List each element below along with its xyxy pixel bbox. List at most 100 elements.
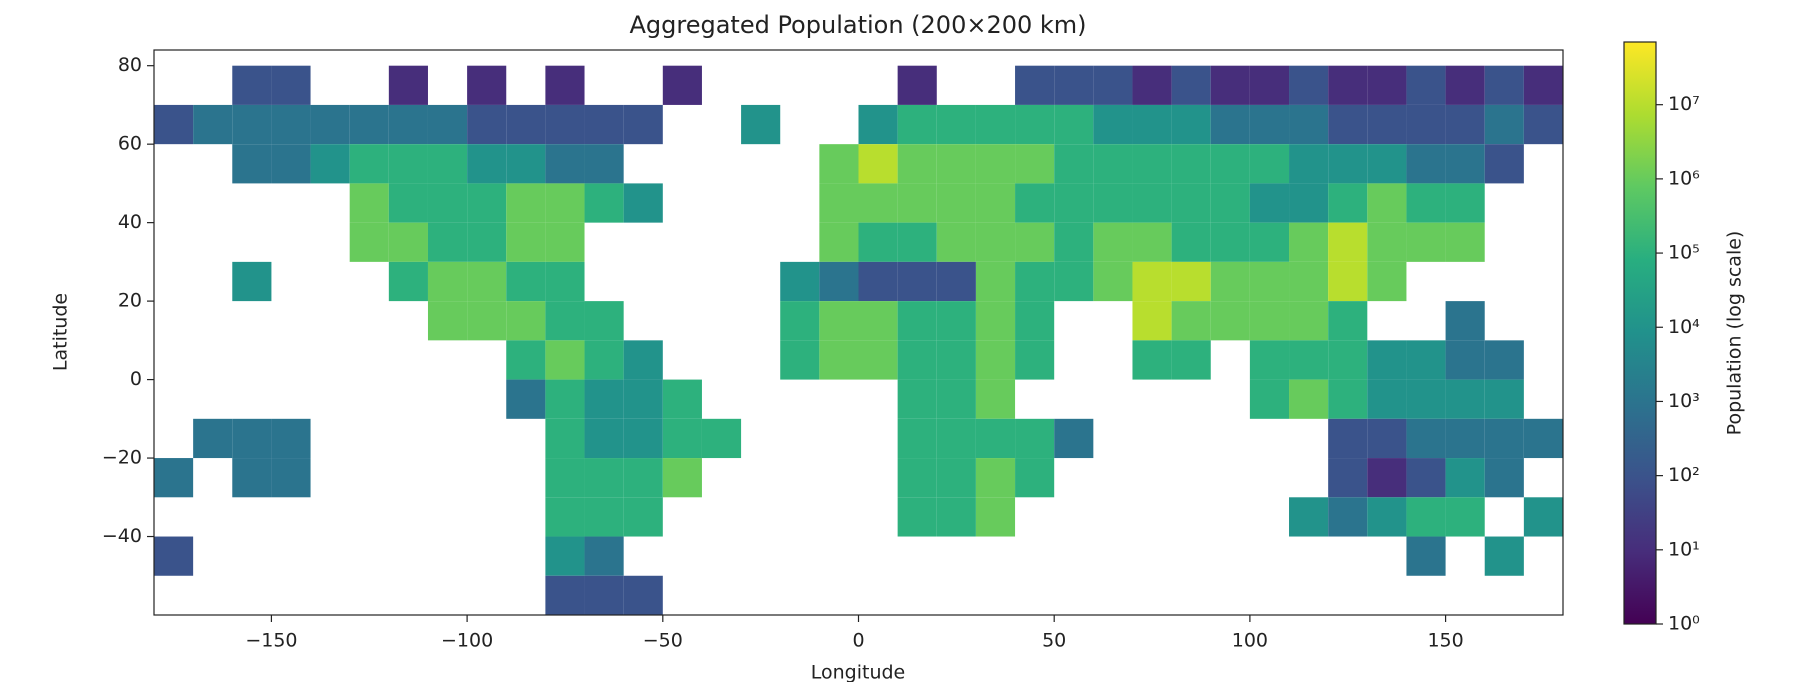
heatmap-cell <box>1484 379 1524 419</box>
heatmap-cell <box>623 183 663 223</box>
heatmap-cell <box>623 458 663 498</box>
heatmap-cell <box>1484 458 1524 498</box>
heatmap-cell <box>193 418 233 459</box>
heatmap-cell <box>1289 301 1329 341</box>
heatmap-cell <box>936 458 976 498</box>
heatmap-cell <box>388 104 428 145</box>
heatmap-cell <box>1328 458 1368 498</box>
x-tick-label: −100 <box>441 630 493 652</box>
heatmap-cell <box>975 418 1016 459</box>
heatmap-cell <box>1054 418 1094 459</box>
heatmap-cell <box>623 104 663 145</box>
heatmap-cell <box>1328 183 1368 223</box>
heatmap-cell <box>897 418 937 459</box>
heatmap-cell <box>1406 104 1446 145</box>
colorbar-tick-label: 10⁶ <box>1668 167 1700 189</box>
heatmap-cell <box>1210 65 1250 105</box>
heatmap-cell <box>975 144 1016 184</box>
heatmap-cell <box>1328 261 1368 302</box>
heatmap-cell <box>897 183 937 223</box>
heatmap-cell <box>388 222 428 262</box>
heatmap-cell <box>232 458 272 498</box>
heatmap-cell <box>1054 144 1094 184</box>
x-tick-label: 100 <box>1232 630 1268 652</box>
heatmap-cell <box>1289 340 1329 380</box>
heatmap-cell <box>1445 183 1485 223</box>
x-axis-label: Longitude <box>811 662 906 682</box>
heatmap-cell <box>545 418 585 459</box>
y-tick-label: 60 <box>118 133 142 155</box>
heatmap-cell <box>1445 301 1485 341</box>
heatmap-cell <box>1367 418 1407 459</box>
heatmap-cell <box>1484 536 1524 576</box>
heatmap-cell <box>1289 261 1329 302</box>
heatmap-cell <box>388 261 428 302</box>
heatmap-cell <box>1210 104 1250 145</box>
heatmap-cell <box>897 222 937 262</box>
y-tick-label: 40 <box>118 211 142 233</box>
heatmap-cell <box>858 261 898 302</box>
heatmap-cell <box>1015 144 1055 184</box>
heatmap-cell <box>1249 379 1290 419</box>
heatmap-cell <box>1328 379 1368 419</box>
heatmap-cell <box>1406 536 1446 576</box>
heatmap-cell <box>936 379 976 419</box>
heatmap-cell <box>388 183 428 223</box>
heatmap-cell <box>1445 497 1485 537</box>
x-tick-label: 50 <box>1042 630 1066 652</box>
heatmap-cell <box>1249 104 1290 145</box>
heatmap-cell <box>1406 340 1446 380</box>
y-axis-label: Latitude <box>50 293 72 371</box>
heatmap-cell <box>467 261 507 302</box>
heatmap-cell <box>1406 497 1446 537</box>
heatmap-cell <box>936 104 976 145</box>
heatmap-cell <box>467 301 507 341</box>
heatmap-cell <box>1328 65 1368 105</box>
heatmap-cell <box>506 261 546 302</box>
heatmap-cell <box>1171 104 1211 145</box>
heatmap-cell <box>975 340 1016 380</box>
heatmap-cell <box>1289 222 1329 262</box>
heatmap-cell <box>936 340 976 380</box>
heatmap-cell <box>1328 497 1368 537</box>
heatmap-cell <box>271 458 311 498</box>
heatmap-cell <box>1484 144 1524 184</box>
heatmap-cell <box>349 144 389 184</box>
colorbar-tick-label: 10⁷ <box>1668 93 1700 115</box>
heatmap-cell <box>1015 65 1055 105</box>
heatmap-cell <box>1249 261 1290 302</box>
heatmap-cell <box>1406 183 1446 223</box>
heatmap-cell <box>1132 261 1172 302</box>
heatmap-cell <box>467 222 507 262</box>
heatmap-cell <box>232 261 272 302</box>
heatmap-cell <box>193 104 233 145</box>
heatmap-cell <box>1289 144 1329 184</box>
heatmap-cell <box>388 144 428 184</box>
heatmap-cell <box>858 222 898 262</box>
heatmap-cell <box>1171 340 1211 380</box>
heatmap-cell <box>975 222 1016 262</box>
colorbar-tick-label: 10⁵ <box>1668 242 1700 264</box>
heatmap-cell <box>1367 458 1407 498</box>
heatmap-cell <box>662 458 702 498</box>
heatmap-cell <box>1367 497 1407 537</box>
heatmap-cell <box>1289 497 1329 537</box>
heatmap-cell <box>1171 144 1211 184</box>
y-tick-label: −20 <box>102 447 142 469</box>
heatmap-cell <box>819 340 859 380</box>
heatmap-cell <box>975 301 1016 341</box>
heatmap-cell <box>232 65 272 105</box>
heatmap-cell <box>623 575 663 615</box>
heatmap-cell <box>1367 222 1407 262</box>
heatmap-cell <box>1484 340 1524 380</box>
heatmap-cell <box>662 379 702 419</box>
heatmap-cell <box>936 418 976 459</box>
heatmap-cell <box>427 222 468 262</box>
heatmap-cell <box>1210 261 1250 302</box>
heatmap-cell <box>1328 144 1368 184</box>
heatmap-cell <box>936 183 976 223</box>
heatmap-cell <box>584 301 624 341</box>
heatmap-cell <box>1406 458 1446 498</box>
heatmap-cell <box>427 144 468 184</box>
heatmap-cell <box>1445 104 1485 145</box>
